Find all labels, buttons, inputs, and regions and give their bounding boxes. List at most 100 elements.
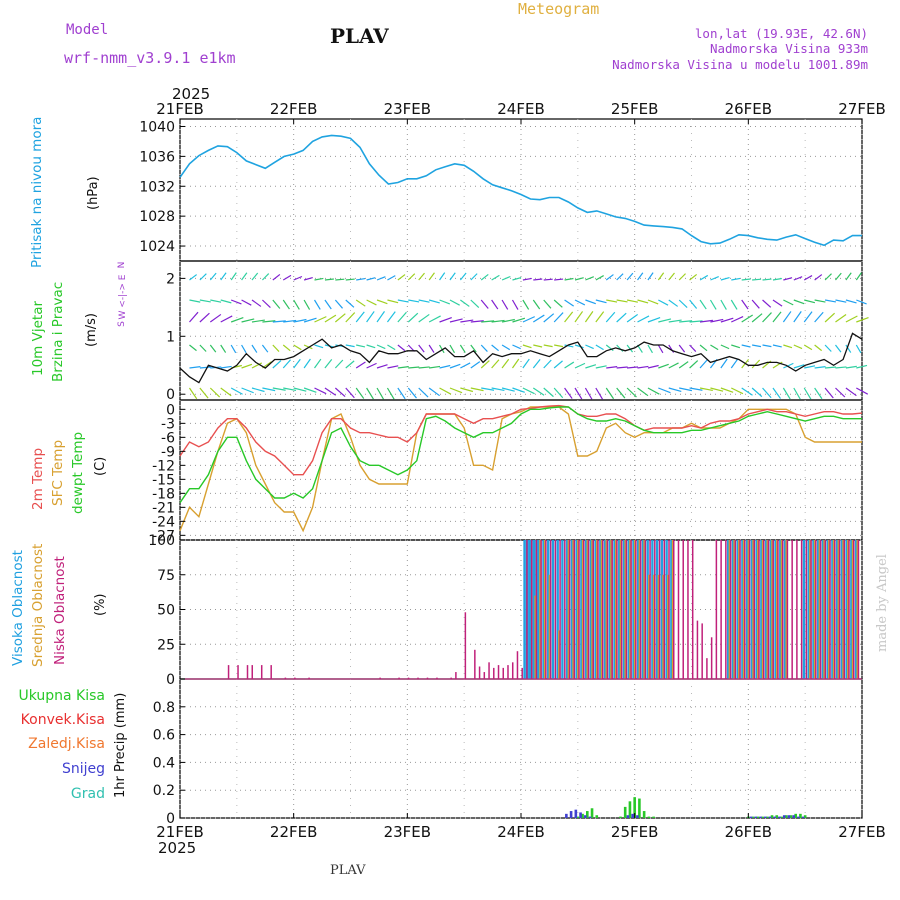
- y-tick-label: -18: [152, 486, 175, 502]
- wind-arrow: [845, 315, 858, 323]
- wind-labels: 10m Vjetar Brzina i Pravac (m/s) N W <-|…: [30, 262, 128, 382]
- wind-arrow: [512, 387, 525, 393]
- wind-arrow: [616, 299, 628, 303]
- precip-legend-total: Ukupna Kisa: [18, 688, 105, 704]
- wind-arrow: [293, 299, 300, 310]
- wind-arrow: [647, 364, 659, 369]
- wind-arrow: [751, 313, 763, 323]
- wind-arrow: [480, 299, 489, 309]
- temp-labels: 2m Temp SFC Temp dewpt Temp (C): [30, 432, 108, 514]
- wind-arrow: [345, 278, 355, 281]
- precip-bar: [642, 811, 646, 818]
- wind-arrow: [731, 316, 744, 323]
- wind-arrow: [366, 344, 376, 349]
- wind-unit: (m/s): [84, 313, 99, 347]
- wind-arrow: [251, 319, 265, 323]
- time-tick-label-bottom: 22FEB: [270, 823, 317, 841]
- wind-arrow: [574, 277, 584, 281]
- wind-arrow: [741, 344, 751, 348]
- time-tick-label-bottom: 25FEB: [611, 823, 658, 841]
- wind-arrow: [678, 273, 686, 281]
- wind-arrow: [366, 362, 377, 369]
- precip-bar: [780, 816, 783, 818]
- precip-bar: [565, 813, 568, 818]
- wind-arrow: [199, 344, 207, 352]
- wind-arrow: [480, 344, 488, 352]
- wind-arrow: [824, 387, 834, 399]
- wind-arrow: [189, 299, 201, 303]
- wind-arrow: [762, 312, 772, 323]
- wind-arrow: [731, 344, 741, 349]
- wind-arrow: [470, 361, 481, 369]
- wind-arrow: [855, 344, 862, 354]
- precip-bar: [770, 815, 774, 818]
- wind-arrow: [209, 272, 217, 281]
- wind-arrow: [209, 387, 221, 398]
- wind-arrow: [522, 299, 530, 310]
- wind-arrow: [387, 344, 396, 351]
- cloud-label-high: Visoka Oblacnost: [10, 550, 26, 666]
- wind-arrow: [418, 366, 430, 369]
- wind-arrow: [313, 299, 321, 310]
- wind-arrow: [606, 299, 618, 303]
- wind-arrow: [241, 387, 254, 394]
- wind-arrow: [209, 313, 222, 323]
- wind-arrow: [449, 363, 461, 369]
- wind-arrow: [553, 299, 563, 308]
- wind-arrow: [845, 299, 857, 304]
- wind-arrow: [564, 387, 573, 399]
- wind-arrow: [803, 275, 813, 281]
- wind-arrow: [543, 313, 555, 323]
- precip-bar: [768, 816, 772, 818]
- wind-arrow: [605, 311, 616, 323]
- wind-arrow: [647, 299, 659, 305]
- precip-bar: [569, 811, 573, 818]
- wind-arrow: [803, 344, 813, 351]
- wind-arrow: [459, 272, 467, 281]
- wind-arrow: [251, 299, 262, 307]
- y-tick-label: -3: [161, 416, 175, 432]
- wind-arrow: [543, 299, 552, 309]
- wind-arrow: [386, 311, 396, 323]
- y-tick-label: 25: [157, 637, 175, 653]
- pressure-label: Pritisak na nivou mora: [29, 117, 45, 268]
- wind-arrow: [512, 344, 521, 350]
- wind-arrow: [397, 387, 406, 400]
- y-tick-label: -24: [152, 514, 175, 530]
- pressure-unit: (hPa): [86, 176, 101, 210]
- precip-bar: [574, 809, 578, 818]
- precip-bar: [765, 816, 769, 818]
- y-tick-label: 0.2: [153, 783, 175, 799]
- wind-arrow: [751, 359, 761, 369]
- wind-arrow: [491, 274, 500, 281]
- wind-arrow: [689, 344, 697, 352]
- wind-arrow: [470, 387, 484, 392]
- y-tick-label: 1: [166, 329, 175, 345]
- wind-arrow: [699, 319, 714, 323]
- wind-arrow: [606, 366, 618, 369]
- wind-arrow: [522, 358, 530, 369]
- precip-bar: [759, 816, 762, 818]
- wind-arrow: [491, 344, 499, 352]
- wind-arrow: [699, 299, 707, 310]
- precip-bar: [803, 815, 807, 818]
- wind-arrow: [449, 344, 456, 354]
- wind-arrow: [376, 299, 388, 305]
- precip-bar: [761, 816, 764, 818]
- wind-arrow: [199, 273, 207, 281]
- wind-arrow: [543, 387, 554, 398]
- wind-arrow: [303, 344, 313, 350]
- wind-arrow: [220, 365, 232, 369]
- wind-arrow: [752, 278, 762, 281]
- wind-arrow: [428, 344, 435, 353]
- wind-arrow: [439, 316, 452, 323]
- wind-arrow: [481, 320, 495, 323]
- wind-arrow: [282, 344, 291, 352]
- wind-arrow: [553, 312, 564, 323]
- wind-arrow: [491, 299, 499, 310]
- wind-arrow: [678, 344, 686, 353]
- wind-arrow: [418, 299, 430, 303]
- wind-label-2: Brzina i Pravac: [50, 282, 66, 382]
- wind-arrow: [616, 366, 628, 369]
- wind-arrow: [345, 387, 355, 399]
